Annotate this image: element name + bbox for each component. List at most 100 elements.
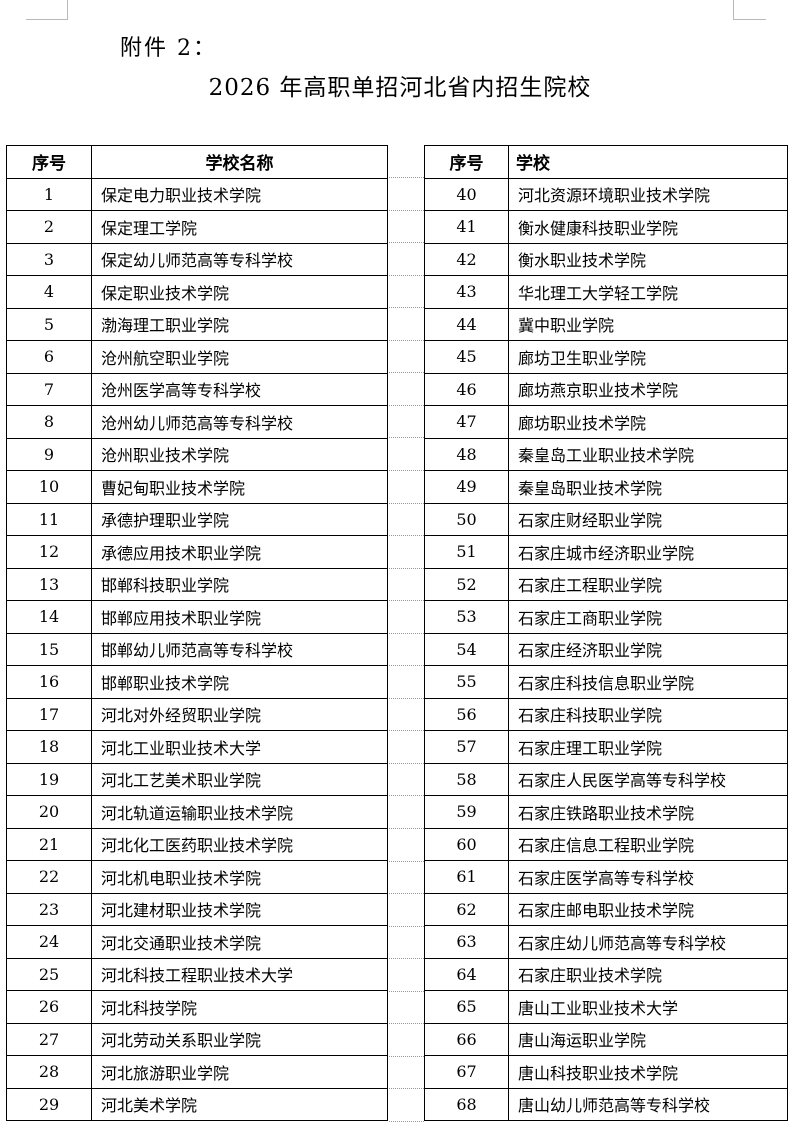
school-name: 石家庄邮电职业技术学院 xyxy=(508,892,788,926)
row-divider xyxy=(389,372,424,374)
row-index: 57 xyxy=(424,730,509,764)
row-divider xyxy=(389,1088,424,1090)
row-index: 3 xyxy=(6,242,92,276)
row-index: 29 xyxy=(6,1087,92,1121)
row-divider xyxy=(389,242,424,244)
row-divider xyxy=(389,990,424,992)
table-row: 51 石家庄城市经济职业学院 xyxy=(424,535,788,569)
row-divider xyxy=(389,828,424,829)
school-name: 河北建材职业技术学院 xyxy=(91,892,388,926)
row-divider xyxy=(389,437,424,439)
school-name: 石家庄科技信息职业学院 xyxy=(508,665,788,699)
table-row: 5 渤海理工职业学院 xyxy=(6,307,388,341)
row-divider xyxy=(389,893,424,895)
row-index: 10 xyxy=(6,470,92,504)
row-index: 64 xyxy=(424,957,509,991)
school-name: 唐山海运职业学院 xyxy=(508,1022,788,1056)
row-index: 42 xyxy=(424,242,509,276)
row-index: 50 xyxy=(424,502,509,536)
school-name: 曹妃甸职业技术学院 xyxy=(91,470,388,504)
school-name: 河北劳动关系职业学院 xyxy=(91,1022,388,1056)
table-row: 42 衡水职业技术学院 xyxy=(424,242,788,276)
row-index: 18 xyxy=(6,730,92,764)
row-index: 54 xyxy=(424,632,509,666)
row-index: 60 xyxy=(424,827,509,861)
row-index: 56 xyxy=(424,697,509,731)
right-school-table: 序号 学校 40 河北资源环境职业技术学院 41 衡水健康科技职业学院 42 衡水职业技术… xyxy=(424,145,788,1121)
table-row: 16 邯郸职业技术学院 xyxy=(6,665,388,699)
row-index: 68 xyxy=(424,1087,509,1121)
table-row: 14 邯郸应用技术职业学院 xyxy=(6,600,388,634)
school-name: 河北科技工程职业技术大学 xyxy=(91,957,388,991)
row-index: 41 xyxy=(424,210,509,244)
row-index: 66 xyxy=(424,1022,509,1056)
table-row: 67 唐山科技职业技术学院 xyxy=(424,1055,788,1089)
row-index: 63 xyxy=(424,925,509,959)
school-name: 石家庄财经职业学院 xyxy=(508,502,788,536)
row-divider xyxy=(389,860,424,862)
table-row: 54 石家庄经济职业学院 xyxy=(424,632,788,666)
row-divider xyxy=(389,925,424,927)
row-index: 17 xyxy=(6,697,92,731)
school-name: 石家庄理工职业学院 xyxy=(508,730,788,764)
school-name: 邯郸科技职业学院 xyxy=(91,567,388,601)
row-index: 6 xyxy=(6,340,92,374)
table-row: 23 河北建材职业技术学院 xyxy=(6,892,388,926)
table-row: 20 河北轨道运输职业技术学院 xyxy=(6,795,388,829)
table-row: 65 唐山工业职业技术大学 xyxy=(424,990,788,1024)
row-index: 22 xyxy=(6,860,92,894)
row-index: 16 xyxy=(6,665,92,699)
row-divider xyxy=(389,567,424,569)
row-divider xyxy=(389,795,424,797)
row-index: 2 xyxy=(6,210,92,244)
row-index: 47 xyxy=(424,405,509,439)
table-row: 4 保定职业技术学院 xyxy=(6,275,388,309)
table-row: 9 沧州职业技术学院 xyxy=(6,437,388,471)
school-name: 河北对外经贸职业学院 xyxy=(91,697,388,731)
header-school: 学校 xyxy=(508,145,788,179)
school-name: 河北资源环境职业技术学院 xyxy=(508,177,788,211)
table-row: 13 邯郸科技职业学院 xyxy=(6,567,388,601)
table-row: 17 河北对外经贸职业学院 xyxy=(6,697,388,731)
attachment-label: 附件 2： xyxy=(120,36,217,61)
school-name: 沧州医学高等专科学校 xyxy=(91,372,388,406)
school-name: 邯郸职业技术学院 xyxy=(91,665,388,699)
row-divider xyxy=(389,469,424,471)
school-name: 沧州幼儿师范高等专科学校 xyxy=(91,405,388,439)
school-name: 石家庄职业技术学院 xyxy=(508,957,788,991)
table-row: 64 石家庄职业技术学院 xyxy=(424,957,788,991)
row-divider xyxy=(389,730,424,732)
school-name: 承德护理职业学院 xyxy=(91,502,388,536)
school-name: 保定幼儿师范高等专科学校 xyxy=(91,242,388,276)
row-divider xyxy=(389,762,424,764)
school-name: 廊坊燕京职业技术学院 xyxy=(508,372,788,406)
table-row: 68 唐山幼儿师范高等专科学校 xyxy=(424,1087,788,1121)
school-name: 石家庄信息工程职业学院 xyxy=(508,827,788,861)
row-index: 59 xyxy=(424,795,509,829)
school-name: 保定电力职业技术学院 xyxy=(91,177,388,211)
row-divider xyxy=(389,1120,424,1122)
school-name: 沧州职业技术学院 xyxy=(91,437,388,471)
table-header-row: 序号 学校名称 xyxy=(6,145,388,179)
row-index: 26 xyxy=(6,990,92,1024)
table-row: 45 廊坊卫生职业学院 xyxy=(424,340,788,374)
school-name: 唐山工业职业技术大学 xyxy=(508,990,788,1024)
row-index: 4 xyxy=(6,275,92,309)
row-divider xyxy=(389,697,424,699)
table-row: 6 沧州航空职业学院 xyxy=(6,340,388,374)
table-row: 29 河北美术学院 xyxy=(6,1087,388,1121)
document-title: 2026 年高职单招河北省内招生院校 xyxy=(208,75,592,101)
row-index: 14 xyxy=(6,600,92,634)
school-name: 廊坊职业技术学院 xyxy=(508,405,788,439)
table-row: 2 保定理工学院 xyxy=(6,210,388,244)
table-row: 11 承德护理职业学院 xyxy=(6,502,388,536)
table-row: 27 河北劳动关系职业学院 xyxy=(6,1022,388,1056)
table-row: 22 河北机电职业技术学院 xyxy=(6,860,388,894)
table-row: 7 沧州医学高等专科学校 xyxy=(6,372,388,406)
table-row: 58 石家庄人民医学高等专科学校 xyxy=(424,762,788,796)
header-index: 序号 xyxy=(6,145,92,179)
table-row: 10 曹妃甸职业技术学院 xyxy=(6,470,388,504)
table-row: 25 河北科技工程职业技术大学 xyxy=(6,957,388,991)
row-index: 1 xyxy=(6,177,92,211)
row-divider xyxy=(389,339,424,341)
